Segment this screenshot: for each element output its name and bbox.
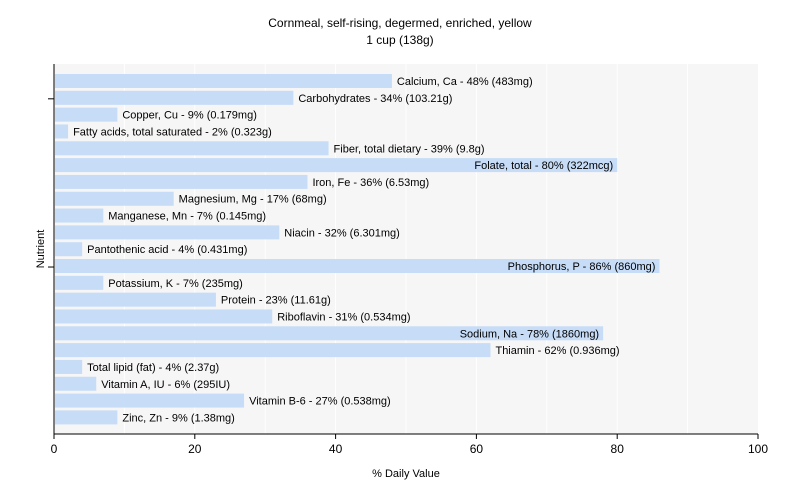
bar bbox=[55, 292, 216, 307]
bar bbox=[55, 309, 273, 324]
bar-label: Vitamin A, IU - 6% (295IU) bbox=[101, 379, 230, 391]
chart-title: Cornmeal, self-rising, degermed, enriche… bbox=[268, 16, 532, 30]
bar-label: Calcium, Ca - 48% (483mg) bbox=[397, 76, 533, 88]
bar bbox=[55, 359, 83, 374]
bar-label: Thiamin - 62% (0.936mg) bbox=[495, 345, 619, 357]
bar bbox=[55, 326, 604, 341]
bar-label: Niacin - 32% (6.301mg) bbox=[284, 227, 400, 239]
bar bbox=[55, 74, 392, 88]
bar bbox=[55, 225, 280, 240]
bars bbox=[55, 74, 660, 425]
bar-label: Magnesium, Mg - 17% (68mg) bbox=[179, 194, 327, 206]
bar-label: Fatty acids, total saturated - 2% (0.323… bbox=[73, 126, 272, 138]
bar bbox=[55, 90, 294, 105]
x-axis-label: % Daily Value bbox=[372, 468, 440, 480]
bar bbox=[55, 158, 618, 173]
bar bbox=[55, 376, 97, 391]
bar bbox=[55, 275, 104, 290]
bar-label: Manganese, Mn - 7% (0.145mg) bbox=[108, 211, 266, 223]
grid-lines bbox=[123, 64, 689, 434]
bar-label: Fiber, total dietary - 39% (9.8g) bbox=[334, 143, 485, 155]
bar-label: Iron, Fe - 36% (6.53mg) bbox=[312, 177, 429, 189]
x-tick-label: 20 bbox=[188, 442, 202, 456]
x-axis-ticks: 0 20 40 60 80 100 bbox=[51, 434, 768, 456]
bar bbox=[55, 124, 69, 139]
x-tick-label: 40 bbox=[329, 442, 343, 456]
x-tick-label: 80 bbox=[611, 442, 625, 456]
bar bbox=[55, 191, 174, 206]
bar-label: Protein - 23% (11.61g) bbox=[221, 295, 331, 307]
bar-label: Folate, total - 80% (322mcg) bbox=[474, 160, 613, 172]
bar bbox=[55, 393, 245, 408]
x-tick-label: 60 bbox=[470, 442, 484, 456]
bar bbox=[55, 208, 104, 223]
x-tick-label: 0 bbox=[51, 442, 58, 456]
bar bbox=[55, 242, 83, 257]
bar-label: Copper, Cu - 9% (0.179mg) bbox=[122, 110, 257, 122]
bar bbox=[55, 410, 118, 425]
bar-label: Riboflavin - 31% (0.534mg) bbox=[277, 311, 410, 323]
bar-label: Zinc, Zn - 9% (1.38mg) bbox=[122, 412, 234, 424]
bar-label: Sodium, Na - 78% (1860mg) bbox=[460, 328, 599, 340]
bar-label: Potassium, K - 7% (235mg) bbox=[108, 278, 243, 290]
bar bbox=[55, 174, 308, 189]
bar-label: Total lipid (fat) - 4% (2.37g) bbox=[87, 362, 219, 374]
bar bbox=[55, 343, 491, 358]
x-tick-label: 100 bbox=[748, 442, 768, 456]
bar bbox=[55, 259, 660, 274]
bar-label: Phosphorus, P - 86% (860mg) bbox=[508, 261, 656, 273]
bar-labels: Calcium, Ca - 48% (483mg) Carbohydrates -… bbox=[73, 76, 655, 424]
bar-label: Vitamin B-6 - 27% (0.538mg) bbox=[249, 396, 391, 408]
bar-label: Carbohydrates - 34% (103.21g) bbox=[298, 93, 452, 105]
bar-label: Pantothenic acid - 4% (0.431mg) bbox=[87, 244, 247, 256]
y-axis-ticks bbox=[48, 98, 54, 268]
y-axis-label: Nutrient bbox=[35, 230, 47, 269]
bar bbox=[55, 107, 118, 122]
bar bbox=[55, 141, 329, 156]
chart-subtitle: 1 cup (138g) bbox=[366, 33, 433, 47]
